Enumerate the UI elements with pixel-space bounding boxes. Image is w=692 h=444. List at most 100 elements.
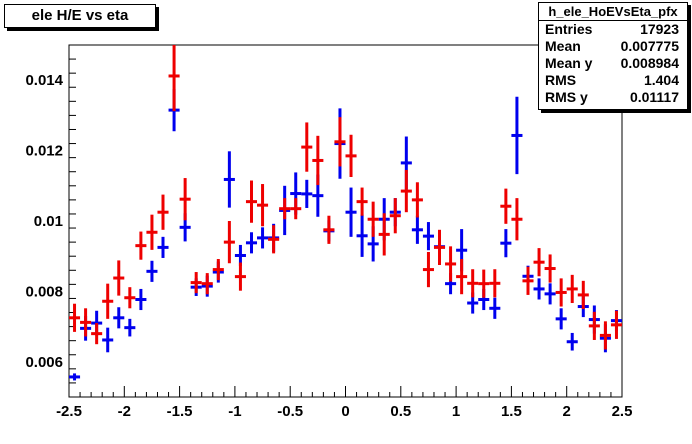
data-point bbox=[312, 135, 324, 186]
stats-label: Mean y bbox=[545, 55, 593, 71]
data-point bbox=[135, 231, 147, 260]
stats-label: RMS bbox=[545, 72, 577, 88]
y-tick-label: 0.008 bbox=[25, 283, 63, 300]
data-point bbox=[323, 215, 335, 244]
x-tick-label: -0.5 bbox=[277, 403, 303, 420]
x-tick-label: -2 bbox=[118, 403, 131, 420]
y-tick-label: 0.006 bbox=[25, 354, 63, 371]
data-point bbox=[69, 373, 81, 381]
data-point bbox=[500, 229, 512, 258]
data-point bbox=[69, 303, 81, 332]
stats-row-rms: RMS 1.404 bbox=[539, 72, 687, 89]
data-point bbox=[378, 213, 390, 256]
chart-title-text: ele H/E vs eta bbox=[31, 7, 129, 24]
data-point bbox=[456, 259, 468, 295]
data-point bbox=[577, 280, 589, 309]
stats-row-mean-y: Mean y 0.008984 bbox=[539, 55, 687, 72]
data-point bbox=[279, 198, 291, 220]
data-point bbox=[566, 274, 578, 304]
data-point bbox=[522, 266, 534, 295]
data-point bbox=[257, 227, 269, 249]
data-point bbox=[422, 222, 434, 251]
y-tick-label: 0.01 bbox=[34, 213, 63, 230]
stats-value: 17923 bbox=[640, 21, 679, 37]
data-point bbox=[146, 214, 158, 250]
data-point bbox=[113, 307, 125, 329]
stats-value: 0.008984 bbox=[620, 55, 679, 71]
x-tick-label: 0.5 bbox=[390, 403, 411, 420]
data-point bbox=[422, 251, 434, 288]
data-point bbox=[588, 311, 600, 340]
data-point bbox=[257, 184, 269, 227]
data-point bbox=[91, 323, 103, 345]
y-tick-label: 0.014 bbox=[25, 72, 63, 89]
stats-label: Mean bbox=[545, 38, 581, 54]
y-tick-label: 0.012 bbox=[25, 143, 63, 160]
data-point bbox=[290, 198, 302, 220]
data-point bbox=[411, 182, 423, 218]
stats-value: 1.404 bbox=[643, 72, 679, 88]
data-point bbox=[334, 117, 346, 167]
x-tick-label: 2.5 bbox=[612, 403, 633, 420]
data-point bbox=[234, 262, 246, 291]
data-point bbox=[433, 229, 446, 265]
data-point bbox=[610, 310, 622, 339]
x-tick-label: 1 bbox=[452, 403, 460, 420]
data-point bbox=[544, 283, 556, 305]
data-point bbox=[168, 45, 180, 112]
data-point bbox=[124, 287, 136, 309]
data-point bbox=[489, 269, 501, 298]
axis-tick-labels: -2.5 -2 -1.5 -1 -0.5 0 0.5 1 1.5 2 2.5 0.006 0.008 0.… bbox=[25, 72, 632, 420]
data-point bbox=[445, 246, 457, 282]
data-point bbox=[489, 297, 501, 319]
data-point bbox=[301, 122, 313, 172]
stats-row-entries: Entries 17923 bbox=[539, 21, 687, 38]
data-point bbox=[356, 214, 368, 257]
stats-value: 0.01117 bbox=[629, 89, 679, 105]
x-tick-label: -2.5 bbox=[56, 403, 82, 420]
data-point bbox=[400, 169, 412, 213]
data-point bbox=[223, 221, 235, 264]
data-point bbox=[467, 269, 479, 298]
stats-row-mean: Mean 0.007775 bbox=[539, 38, 687, 55]
x-tick-label: 1.5 bbox=[501, 403, 522, 420]
data-point bbox=[157, 236, 169, 258]
data-point bbox=[544, 254, 556, 283]
x-tick-label: -1.5 bbox=[167, 403, 193, 420]
data-point bbox=[566, 332, 578, 351]
data-point bbox=[345, 187, 357, 237]
data-point bbox=[555, 278, 567, 307]
data-point bbox=[135, 288, 147, 311]
data-point bbox=[80, 308, 92, 337]
data-point bbox=[511, 198, 523, 241]
data-point bbox=[268, 225, 280, 254]
data-marks bbox=[69, 45, 622, 381]
chart-title: ele H/E vs eta bbox=[4, 4, 156, 28]
stats-box: h_ele_HoEVsEta_pfx Entries 17923 Mean 0.… bbox=[538, 2, 688, 110]
data-point bbox=[367, 201, 379, 237]
stats-row-rms-y: RMS y 0.01117 bbox=[539, 89, 687, 106]
data-point bbox=[102, 327, 114, 353]
data-point bbox=[599, 321, 611, 350]
data-point bbox=[179, 178, 191, 221]
x-tick-label: 2 bbox=[563, 403, 571, 420]
stats-label: RMS y bbox=[545, 89, 588, 105]
data-point bbox=[511, 96, 523, 175]
data-point bbox=[301, 179, 313, 208]
data-point bbox=[533, 248, 545, 277]
data-point bbox=[389, 198, 401, 234]
data-point bbox=[223, 151, 235, 208]
data-point bbox=[245, 180, 258, 223]
x-tick-label: 0 bbox=[341, 403, 349, 420]
data-point bbox=[113, 260, 125, 296]
data-point bbox=[157, 194, 169, 230]
data-point bbox=[102, 283, 114, 319]
data-point bbox=[146, 260, 158, 282]
data-point bbox=[356, 187, 368, 216]
data-point bbox=[124, 318, 136, 337]
axis-ticks bbox=[68, 44, 623, 398]
data-point bbox=[533, 278, 545, 300]
data-point bbox=[212, 259, 224, 281]
stats-histogram-name: h_ele_HoEVsEta_pfx bbox=[539, 3, 687, 21]
